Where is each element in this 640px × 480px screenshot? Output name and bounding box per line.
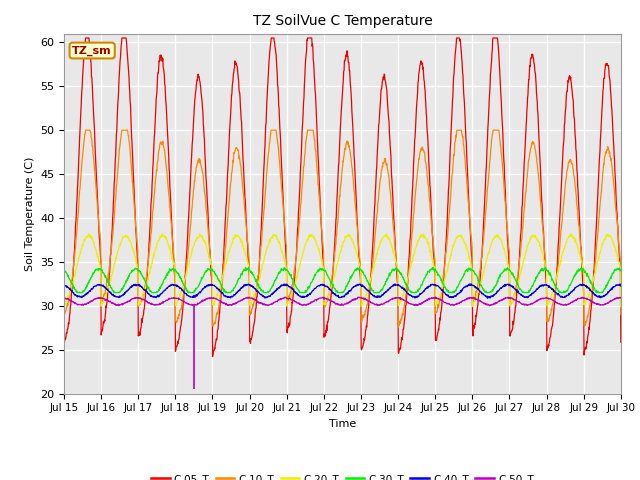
- C-05_T: [378, 86, 385, 92]
- Line: C-10_T: C-10_T: [64, 130, 621, 327]
- C-10_T: [104, 278, 111, 284]
- C-50_T: [126, 299, 134, 304]
- Line: C-30_T: C-30_T: [64, 267, 621, 293]
- Line: C-20_T: C-20_T: [64, 234, 621, 307]
- C-40_T: [617, 282, 625, 288]
- C-05_T: [126, 99, 134, 105]
- C-05_T: [308, 41, 316, 47]
- Y-axis label: Soil Temperature (C): Soil Temperature (C): [24, 156, 35, 271]
- C-10_T: [60, 311, 68, 316]
- C-05_T: [617, 339, 625, 345]
- C-30_T: [126, 270, 134, 276]
- C-20_T: [103, 289, 111, 295]
- C-30_T: [318, 266, 326, 272]
- C-50_T: [60, 294, 68, 300]
- C-05_T: [60, 339, 68, 345]
- C-20_T: [296, 261, 304, 267]
- C-50_T: [308, 300, 316, 305]
- Line: C-40_T: C-40_T: [64, 284, 621, 298]
- C-20_T: [377, 240, 385, 245]
- Line: C-50_T: C-50_T: [64, 297, 621, 306]
- C-40_T: [484, 295, 492, 301]
- C-40_T: [391, 281, 399, 287]
- C-40_T: [377, 294, 385, 300]
- C-10_T: [617, 312, 625, 318]
- Title: TZ SoilVue C Temperature: TZ SoilVue C Temperature: [253, 14, 432, 28]
- C-30_T: [104, 280, 111, 286]
- Line: C-05_T: C-05_T: [64, 38, 621, 357]
- C-05_T: [82, 35, 90, 41]
- C-50_T: [318, 295, 326, 300]
- C-30_T: [60, 268, 68, 274]
- C-20_T: [567, 231, 575, 237]
- C-40_T: [103, 286, 111, 292]
- C-10_T: [394, 324, 402, 330]
- C-20_T: [60, 304, 68, 310]
- C-40_T: [308, 289, 316, 295]
- C-20_T: [318, 258, 326, 264]
- C-50_T: [297, 301, 305, 307]
- C-40_T: [318, 282, 326, 288]
- C-30_T: [541, 264, 549, 270]
- C-30_T: [617, 268, 625, 274]
- C-50_T: [617, 295, 625, 300]
- C-05_T: [104, 296, 111, 302]
- C-30_T: [308, 278, 316, 284]
- C-30_T: [74, 290, 81, 296]
- C-40_T: [126, 286, 134, 292]
- C-50_T: [103, 297, 111, 303]
- Text: TZ_sm: TZ_sm: [72, 46, 112, 56]
- C-10_T: [378, 168, 385, 174]
- Legend: C-05_T, C-10_T, C-20_T, C-30_T, C-40_T, C-50_T: C-05_T, C-10_T, C-20_T, C-30_T, C-40_T, …: [147, 470, 538, 480]
- C-10_T: [82, 127, 90, 133]
- C-10_T: [126, 149, 134, 155]
- C-30_T: [297, 289, 305, 295]
- C-05_T: [297, 158, 305, 164]
- X-axis label: Time: Time: [329, 419, 356, 429]
- C-20_T: [126, 238, 134, 244]
- C-50_T: [281, 294, 289, 300]
- C-30_T: [378, 288, 385, 294]
- C-20_T: [617, 304, 625, 310]
- C-40_T: [60, 283, 68, 288]
- C-50_T: [486, 303, 493, 309]
- C-10_T: [318, 233, 326, 239]
- C-10_T: [297, 202, 305, 207]
- C-20_T: [308, 232, 316, 238]
- C-05_T: [209, 354, 216, 360]
- C-50_T: [378, 301, 385, 307]
- C-05_T: [319, 246, 326, 252]
- C-40_T: [296, 293, 304, 299]
- C-10_T: [308, 127, 316, 133]
